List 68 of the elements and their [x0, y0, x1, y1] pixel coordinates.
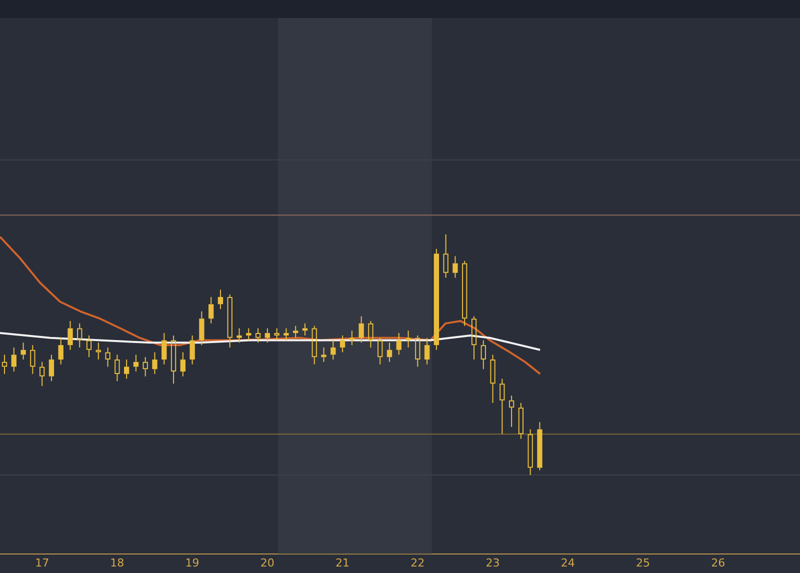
- candlestick: [30, 344, 36, 374]
- candlestick: [58, 337, 64, 365]
- candlestick: [396, 332, 402, 356]
- candlestick: [274, 328, 280, 341]
- x-tick-label: 23: [486, 556, 500, 570]
- candlestick: [293, 325, 298, 338]
- candlestick: [480, 340, 486, 370]
- candlestick: [133, 354, 139, 372]
- candlestick: [434, 248, 440, 350]
- x-tick-label: 25: [636, 556, 650, 570]
- x-tick-label: 18: [110, 556, 124, 570]
- candlestick: [471, 316, 477, 360]
- candlestick: [236, 328, 242, 344]
- x-tick-label: 20: [260, 556, 274, 570]
- candlestick: [227, 294, 232, 348]
- candlestick: [114, 354, 120, 382]
- candlestick: [500, 378, 505, 435]
- candlestick: [96, 342, 101, 360]
- candlestick: [330, 340, 336, 360]
- candlestick: [170, 334, 176, 384]
- candlestick: [386, 342, 392, 362]
- candlestick: [246, 328, 252, 341]
- candlestick: [48, 354, 54, 382]
- x-tick-label: 17: [35, 556, 50, 570]
- x-tick-label: 21: [336, 556, 350, 570]
- candlestick: [368, 320, 374, 348]
- candlestick: [349, 330, 355, 346]
- candlestick: [312, 325, 317, 365]
- candlestick: [358, 316, 364, 344]
- candlestick: [190, 334, 195, 365]
- candlestick: [443, 234, 448, 278]
- candlestick: [77, 322, 82, 348]
- candlestick: [105, 346, 110, 368]
- candlestick: [264, 328, 270, 344]
- x-tick-label: 26: [711, 556, 726, 570]
- candlestick: [462, 260, 468, 326]
- candlestick: [68, 320, 73, 350]
- candlestick: [302, 322, 308, 336]
- candlestick: [378, 337, 383, 365]
- candlestick: [406, 330, 411, 348]
- candlestick: [152, 352, 158, 374]
- candlestick: [424, 337, 430, 365]
- candlestick: [255, 328, 261, 344]
- x-tick-label: 19: [185, 556, 200, 570]
- candlestick: [124, 359, 130, 380]
- candlestick: [142, 356, 148, 377]
- candlestick: [86, 334, 92, 358]
- candlestick: [321, 346, 326, 362]
- x-tick-label: 22: [410, 556, 425, 570]
- candlestick: [490, 354, 496, 404]
- candlestick: [199, 310, 204, 346]
- candlestick: [284, 328, 289, 341]
- candlestick: [415, 334, 420, 368]
- candlestick: [452, 256, 458, 278]
- candlestick: [528, 428, 533, 476]
- candlestick: [208, 296, 214, 324]
- candlestick: [20, 342, 26, 360]
- candlestick: [340, 334, 346, 353]
- candlestick: [508, 395, 514, 428]
- candlestick: [218, 289, 224, 310]
- candlestick: [2, 354, 8, 374]
- candlestick: [180, 352, 186, 377]
- candlestick: [39, 361, 45, 386]
- candlestick: [518, 402, 524, 440]
- candlestick: [162, 332, 167, 365]
- candlestick: [537, 422, 542, 471]
- x-tick-label: 24: [560, 556, 575, 570]
- candlestick: [11, 346, 16, 372]
